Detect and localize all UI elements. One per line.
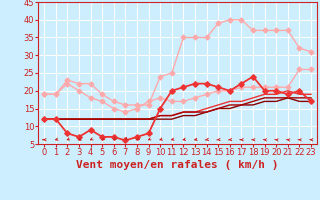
X-axis label: Vent moyen/en rafales ( km/h ): Vent moyen/en rafales ( km/h ) <box>76 160 279 170</box>
